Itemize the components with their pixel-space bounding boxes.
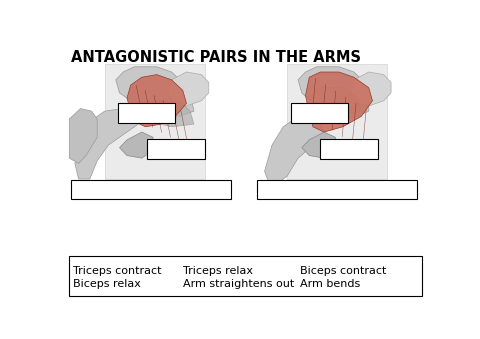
Polygon shape [298,67,369,119]
Bar [69,256,422,296]
Bar [71,180,231,199]
Polygon shape [134,101,194,127]
Bar [321,139,378,159]
Text: Biceps contract: Biceps contract [300,266,386,276]
Bar [118,102,175,123]
Polygon shape [69,108,97,163]
Bar [105,64,205,179]
Bar [287,64,387,179]
Polygon shape [75,108,138,179]
Bar [257,180,417,199]
Text: Biceps relax: Biceps relax [73,279,141,289]
Polygon shape [264,116,324,184]
Polygon shape [305,72,372,132]
Polygon shape [120,132,153,158]
Polygon shape [127,75,186,127]
Text: Triceps relax: Triceps relax [183,266,253,276]
Text: ANTAGONISTIC PAIRS IN THE ARMS: ANTAGONISTIC PAIRS IN THE ARMS [71,50,361,65]
Bar [147,139,205,159]
Polygon shape [168,72,209,106]
Text: Arm straightens out: Arm straightens out [183,279,294,289]
Text: Triceps contract: Triceps contract [73,266,161,276]
Polygon shape [350,72,391,106]
Polygon shape [302,132,335,158]
Polygon shape [309,88,361,114]
Polygon shape [116,67,194,119]
Bar [290,102,348,123]
Text: Arm bends: Arm bends [300,279,360,289]
